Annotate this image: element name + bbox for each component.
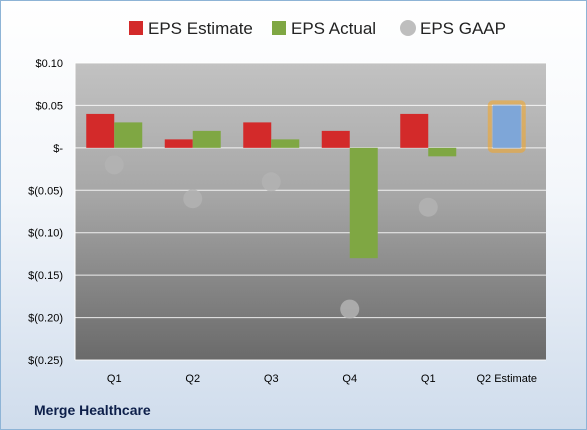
- q2-estimate-bar: [492, 105, 521, 148]
- estimate-highlight-glow: [487, 100, 526, 153]
- y-tick-label: $0.10: [35, 58, 63, 70]
- legend-label: EPS Estimate: [148, 19, 253, 38]
- x-tick-label: Q1: [107, 373, 122, 385]
- y-tick-label: $(0.15): [28, 270, 63, 282]
- y-tick-label: $-: [53, 143, 63, 155]
- x-tick-label: Q1: [421, 373, 436, 385]
- x-tick-label: Q4: [342, 373, 357, 385]
- eps-actual-bar: [349, 147, 378, 259]
- legend-estimate-swatch: [129, 21, 143, 35]
- eps-gaap-marker: [261, 172, 281, 192]
- eps-gaap-marker: [418, 197, 438, 217]
- eps-gaap-marker: [104, 155, 124, 175]
- x-tick-label: Q2: [185, 373, 200, 385]
- legend-label: EPS GAAP: [420, 19, 506, 38]
- y-tick-label: $0.05: [35, 100, 63, 112]
- eps-estimate-bar: [243, 122, 272, 148]
- x-tick-label: Q3: [264, 373, 279, 385]
- eps-actual-bar: [114, 122, 143, 148]
- eps-actual-bar: [271, 139, 300, 148]
- legend-actual-swatch: [272, 21, 286, 35]
- eps-estimate-bar: [164, 139, 193, 148]
- eps-actual-bar: [192, 130, 221, 148]
- eps-estimate-bar: [86, 113, 115, 148]
- y-tick-label: $(0.20): [28, 313, 63, 325]
- company-name: Merge Healthcare: [34, 402, 151, 418]
- eps-gaap-marker: [340, 299, 360, 319]
- plot-area: [75, 63, 546, 360]
- y-tick-label: $(0.10): [28, 228, 63, 240]
- legend-gaap-swatch: [400, 20, 416, 36]
- eps-estimate-bar: [321, 130, 350, 148]
- y-tick-label: $(0.05): [28, 185, 63, 197]
- eps-actual-bar: [428, 147, 457, 157]
- eps-gaap-marker: [183, 189, 203, 209]
- legend-label: EPS Actual: [291, 19, 376, 38]
- x-tick-label: Q2 Estimate: [476, 373, 537, 385]
- y-tick-label: $(0.25): [28, 355, 63, 367]
- eps-estimate-bar: [400, 113, 429, 148]
